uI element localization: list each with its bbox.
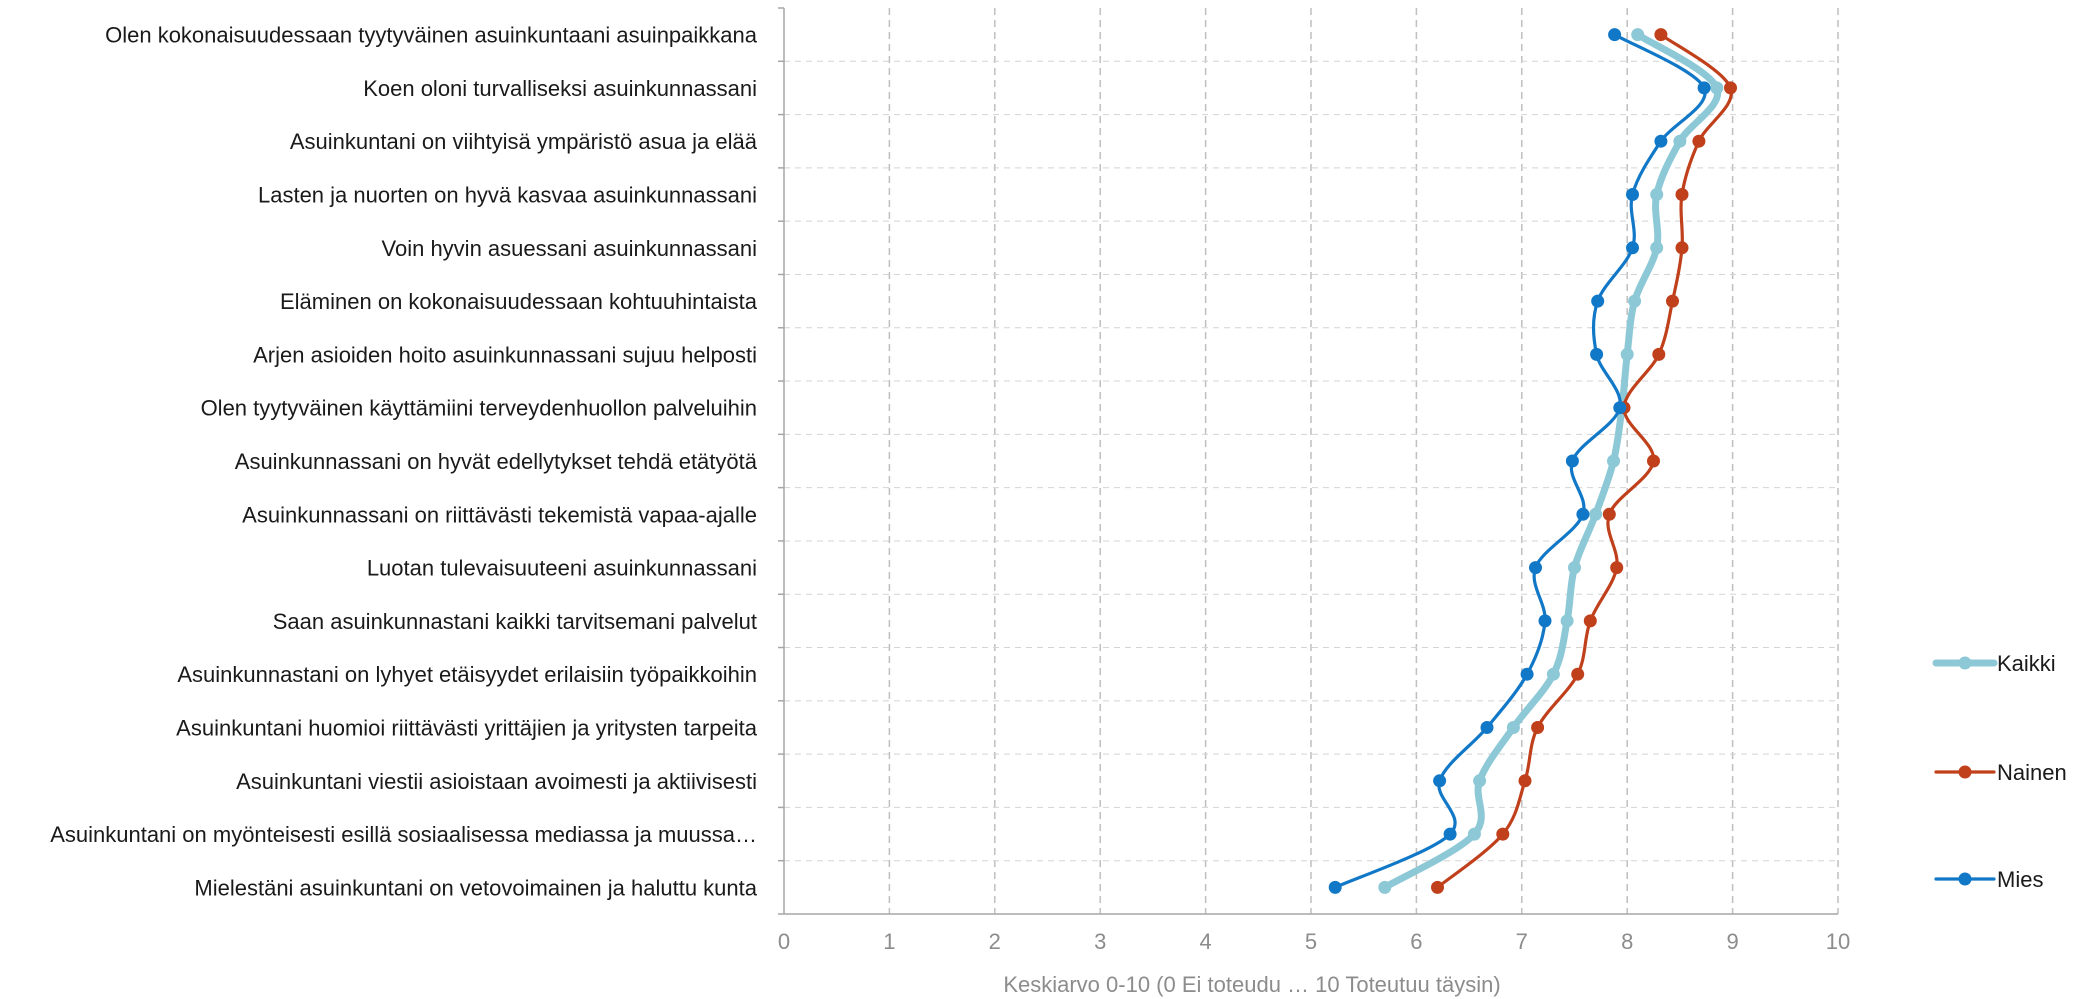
data-point-mies bbox=[1480, 721, 1494, 734]
data-point-nainen bbox=[1610, 561, 1624, 575]
category-label: Asuinkunnastani on lyhyet etäisyydet eri… bbox=[177, 662, 757, 687]
data-point-nainen bbox=[1583, 614, 1597, 628]
data-point-mies bbox=[1608, 28, 1622, 42]
x-tick-label: 8 bbox=[1621, 929, 1633, 954]
data-point-kaikki bbox=[1607, 454, 1620, 468]
category-label: Asuinkunnassani on riittävästi tekemistä… bbox=[242, 502, 757, 527]
data-point-mies bbox=[1520, 667, 1534, 681]
category-label: Asuinkuntani viestii asioistaan avoimest… bbox=[236, 769, 757, 794]
data-point-mies bbox=[1626, 241, 1639, 255]
data-point-mies bbox=[1590, 347, 1604, 361]
category-label: Olen tyytyväinen käyttämiini terveydenhu… bbox=[201, 396, 757, 421]
series-kaikki bbox=[1378, 28, 1724, 894]
x-tick-labels: 0 1 2 3 4 5 6 7 8 9 10 bbox=[778, 929, 1850, 954]
data-point-kaikki bbox=[1568, 561, 1581, 575]
x-tick-label: 6 bbox=[1410, 929, 1422, 954]
x-tick-label: 4 bbox=[1199, 929, 1211, 954]
legend: Kaikki Nainen Mies bbox=[1932, 651, 2067, 892]
legend-label-kaikki: Kaikki bbox=[1997, 651, 2056, 676]
data-point-nainen bbox=[1675, 241, 1689, 255]
data-point-nainen bbox=[1724, 81, 1737, 95]
legend-item-kaikki: Kaikki bbox=[1932, 651, 2056, 676]
data-point-nainen bbox=[1531, 721, 1545, 734]
category-label: Koen oloni turvalliseksi asuinkunnassani bbox=[363, 76, 757, 101]
x-tick-label: 3 bbox=[1094, 929, 1106, 954]
data-point-mies bbox=[1443, 827, 1457, 841]
series-mies bbox=[1328, 28, 1711, 894]
data-point-nainen bbox=[1571, 667, 1585, 681]
series-nainen bbox=[1431, 28, 1737, 894]
legend-label-nainen: Nainen bbox=[1997, 760, 2067, 785]
x-tick-label: 9 bbox=[1726, 929, 1738, 954]
legend-item-nainen: Nainen bbox=[1934, 760, 2067, 785]
data-point-mies bbox=[1328, 880, 1342, 894]
data-point-nainen bbox=[1654, 28, 1668, 42]
data-point-kaikki bbox=[1628, 294, 1642, 308]
data-point-kaikki bbox=[1620, 347, 1634, 361]
category-label: Olen kokonaisuudessaan tyytyväinen asuin… bbox=[105, 23, 758, 48]
category-label: Voin hyvin asuessani asuinkunnassani bbox=[382, 236, 757, 261]
data-point-kaikki bbox=[1473, 774, 1487, 788]
data-point-kaikki bbox=[1467, 827, 1481, 841]
data-point-nainen bbox=[1431, 880, 1444, 894]
series-lines bbox=[1328, 28, 1737, 894]
category-label: Eläminen on kokonaisuudessaan kohtuuhint… bbox=[280, 289, 758, 314]
category-label: Asuinkuntani huomioi riittävästi yrittäj… bbox=[176, 715, 758, 740]
x-tick-label: 7 bbox=[1516, 929, 1528, 954]
axes bbox=[778, 7, 1838, 915]
data-point-nainen bbox=[1647, 454, 1660, 468]
data-point-mies bbox=[1576, 507, 1590, 521]
x-tick-label: 2 bbox=[989, 929, 1001, 954]
data-point-mies bbox=[1626, 188, 1639, 201]
x-tick-label: 0 bbox=[778, 929, 790, 954]
data-point-kaikki bbox=[1650, 188, 1664, 201]
series-line-kaikki bbox=[1381, 31, 1722, 891]
category-label: Asuinkunnassani on hyvät edellytykset te… bbox=[235, 449, 758, 474]
data-point-kaikki bbox=[1589, 507, 1603, 521]
data-point-kaikki bbox=[1560, 614, 1574, 628]
data-point-nainen bbox=[1675, 188, 1689, 201]
data-point-nainen bbox=[1518, 774, 1532, 788]
data-point-kaikki bbox=[1378, 880, 1392, 894]
data-point-mies bbox=[1433, 774, 1447, 788]
category-label: Mielestäni asuinkuntani on vetovoimainen… bbox=[194, 875, 757, 900]
category-label: Asuinkuntani on myönteisesti esillä sosi… bbox=[50, 822, 757, 847]
data-point-kaikki bbox=[1710, 81, 1724, 95]
data-point-nainen bbox=[1602, 507, 1616, 521]
data-point-mies bbox=[1613, 401, 1627, 415]
data-point-nainen bbox=[1496, 827, 1510, 841]
legend-label-mies: Mies bbox=[1997, 867, 2043, 892]
data-point-mies bbox=[1697, 81, 1711, 95]
data-point-nainen bbox=[1692, 134, 1706, 148]
category-label: Lasten ja nuorten on hyvä kasvaa asuinku… bbox=[258, 183, 757, 208]
legend-marker-mies bbox=[1958, 872, 1972, 886]
data-point-kaikki bbox=[1673, 134, 1687, 148]
legend-marker-kaikki bbox=[1958, 656, 1972, 670]
category-labels: Olen kokonaisuudessaan tyytyväinen asuin… bbox=[50, 23, 758, 901]
data-point-mies bbox=[1529, 561, 1542, 575]
grid bbox=[784, 8, 1839, 914]
series-line-nainen bbox=[1435, 33, 1733, 889]
data-point-kaikki bbox=[1631, 28, 1645, 42]
data-point-mies bbox=[1591, 294, 1605, 308]
data-point-nainen bbox=[1666, 294, 1679, 308]
category-label: Arjen asioiden hoito asuinkunnassani suj… bbox=[253, 342, 757, 367]
category-label: Asuinkuntani on viihtyisä ympäristö asua… bbox=[290, 129, 758, 154]
legend-marker-nainen bbox=[1958, 765, 1972, 779]
x-tick-label: 5 bbox=[1305, 929, 1317, 954]
data-point-nainen bbox=[1652, 347, 1666, 361]
data-point-mies bbox=[1654, 134, 1668, 148]
category-label: Luotan tulevaisuuteeni asuinkunnassani bbox=[367, 556, 757, 581]
data-point-kaikki bbox=[1506, 721, 1520, 734]
data-point-kaikki bbox=[1546, 667, 1560, 681]
legend-item-mies: Mies bbox=[1934, 867, 2043, 892]
data-point-kaikki bbox=[1650, 241, 1664, 255]
category-label: Saan asuinkunnastani kaikki tarvitsemani… bbox=[273, 609, 757, 634]
x-tick-label: 10 bbox=[1826, 929, 1850, 954]
data-point-mies bbox=[1565, 454, 1579, 468]
x-axis-title: Keskiarvo 0-10 (0 Ei toteudu … 10 Toteut… bbox=[1003, 972, 1500, 997]
data-point-mies bbox=[1538, 614, 1552, 628]
x-tick-label: 1 bbox=[883, 929, 895, 954]
